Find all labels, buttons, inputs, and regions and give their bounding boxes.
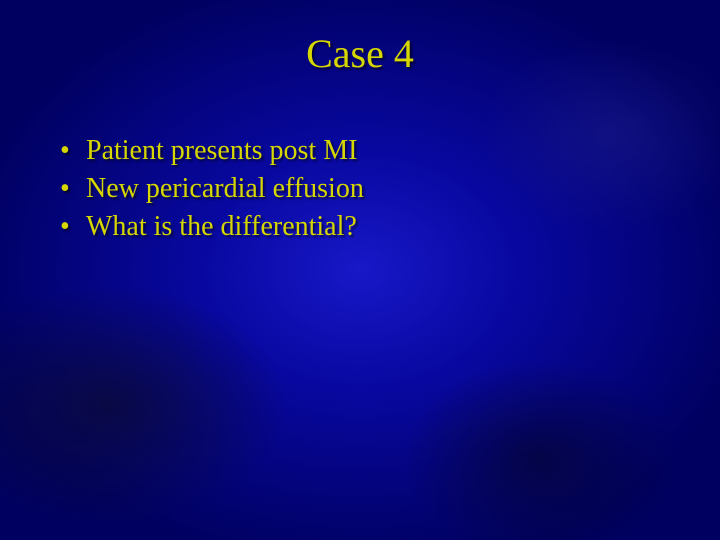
slide-content: Patient presents post MI New pericardial… <box>58 132 662 245</box>
bullet-item: What is the differential? <box>58 208 662 246</box>
slide: Case 4 Patient presents post MI New peri… <box>0 0 720 540</box>
bullet-item: Patient presents post MI <box>58 132 662 170</box>
slide-title: Case 4 <box>0 30 720 77</box>
bullet-list: Patient presents post MI New pericardial… <box>58 132 662 245</box>
bullet-item: New pericardial effusion <box>58 170 662 208</box>
